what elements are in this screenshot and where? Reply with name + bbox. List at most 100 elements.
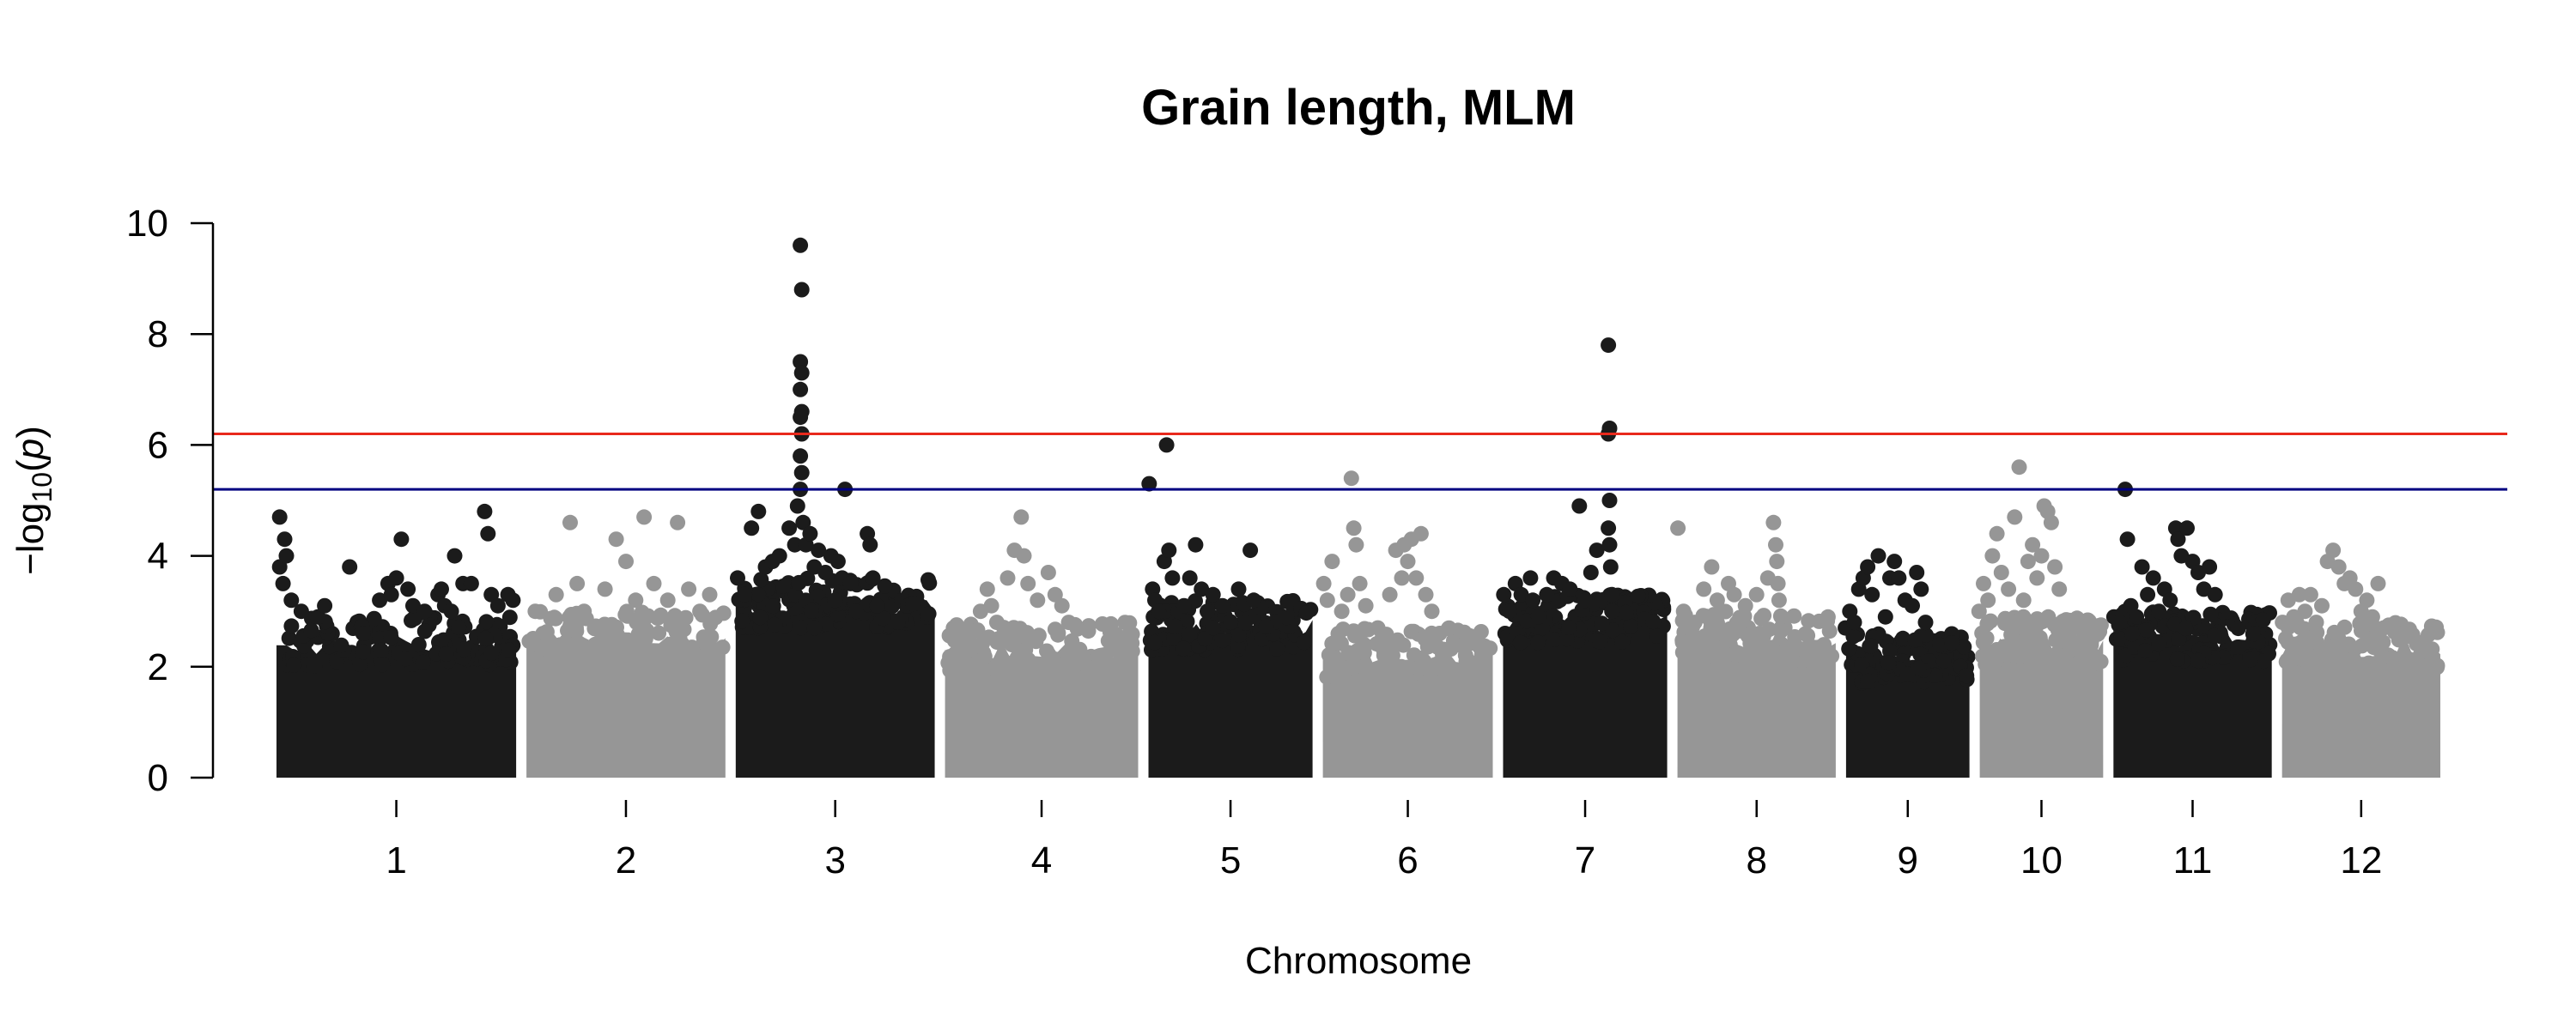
snp-point	[1382, 586, 1398, 603]
snp-point	[374, 642, 390, 658]
snp-point	[942, 663, 958, 678]
snp-point	[2230, 621, 2246, 637]
snp-point	[2051, 581, 2068, 597]
snp-point	[415, 654, 431, 670]
snp-point	[1176, 597, 1192, 614]
snp-point	[2245, 626, 2261, 642]
snp-point	[1846, 615, 1862, 631]
snp-point	[1956, 639, 1972, 655]
snp-point	[1917, 615, 1934, 631]
x-tick-label: 4	[1031, 839, 1052, 882]
snp-point	[2162, 592, 2178, 609]
snp-point	[1099, 660, 1115, 676]
snp-point	[1214, 633, 1230, 649]
snp-point	[1927, 667, 1943, 683]
snp-point	[451, 619, 467, 635]
snp-point	[1674, 634, 1691, 651]
snp-point	[869, 597, 885, 614]
snp-point	[372, 630, 388, 646]
y-label-argument: p	[9, 439, 52, 461]
snp-point	[775, 579, 792, 594]
snp-point	[483, 645, 500, 662]
snp-point	[505, 592, 521, 609]
snp-point	[2291, 586, 2307, 603]
snp-point	[1786, 608, 1802, 624]
x-tick-label: 6	[1397, 839, 1418, 882]
snp-point	[753, 572, 769, 588]
snp-point	[1513, 586, 1529, 603]
snp-point	[1357, 637, 1373, 653]
snp-point	[1176, 640, 1192, 657]
snp-point	[560, 622, 575, 639]
snp-point	[848, 603, 865, 620]
snp-point	[1864, 586, 1880, 603]
snp-point	[1877, 609, 1893, 625]
snp-point	[1592, 633, 1608, 650]
snp-point	[793, 409, 809, 426]
snp-point	[2369, 658, 2385, 675]
snp-point	[1771, 592, 1787, 609]
snp-point	[569, 575, 586, 591]
snp-point	[1870, 548, 1886, 564]
snp-point	[317, 597, 333, 614]
snp-point	[501, 609, 518, 626]
snp-point	[527, 603, 544, 620]
snp-point	[1112, 652, 1128, 669]
snp-point	[1030, 627, 1047, 644]
snp-point	[2207, 586, 2223, 603]
snp-point	[2297, 603, 2313, 620]
chromosome-1-dense-points	[276, 635, 517, 778]
snp-point	[793, 448, 809, 464]
snp-point	[1200, 603, 1215, 620]
snp-point	[2093, 653, 2109, 670]
snp-point	[1984, 548, 2001, 564]
snp-point	[1158, 437, 1175, 453]
snp-point	[1768, 536, 1783, 553]
snp-point	[609, 637, 625, 653]
snp-point	[767, 616, 783, 633]
snp-point	[750, 503, 767, 519]
snp-point	[597, 616, 613, 633]
snp-point	[405, 597, 421, 614]
snp-point	[1769, 554, 1785, 570]
snp-point	[1151, 603, 1167, 620]
snp-point	[1060, 615, 1077, 631]
x-tick-label: 2	[616, 839, 636, 882]
snp-point	[734, 613, 750, 629]
snp-point	[293, 603, 309, 620]
snp-point	[2134, 559, 2150, 575]
snp-point	[2326, 624, 2342, 640]
snp-point	[1031, 660, 1048, 676]
snp-point	[806, 620, 823, 636]
snp-point	[628, 592, 644, 609]
snp-point	[352, 657, 368, 673]
snp-point	[1017, 661, 1033, 677]
snp-point	[1696, 581, 1712, 597]
snp-point	[1237, 615, 1254, 631]
snp-point	[525, 632, 541, 648]
snp-point	[1455, 666, 1472, 682]
snp-point	[307, 657, 323, 674]
y-label-prefix: −log	[9, 502, 52, 574]
snp-point	[1403, 623, 1419, 639]
chromosome-7-points	[1496, 337, 1672, 778]
snp-point	[1117, 615, 1133, 631]
snp-point	[1457, 647, 1473, 663]
snp-point	[383, 629, 399, 645]
snp-point	[2179, 520, 2195, 536]
chromosome-10-points	[1971, 459, 2109, 778]
snp-point	[1047, 586, 1063, 603]
x-tick-label: 1	[386, 839, 406, 882]
snp-point	[2007, 509, 2023, 525]
snp-point	[576, 603, 592, 620]
snp-point	[2069, 610, 2085, 627]
snp-point	[1697, 628, 1713, 645]
snp-point	[2255, 653, 2271, 670]
snp-point	[2011, 459, 2027, 476]
snp-point	[372, 592, 388, 609]
chromosome-8-dense-points	[1677, 631, 1836, 778]
snp-point	[1691, 646, 1707, 663]
snp-point	[1337, 660, 1353, 676]
snp-point	[1346, 520, 1362, 536]
snp-point	[976, 648, 993, 664]
